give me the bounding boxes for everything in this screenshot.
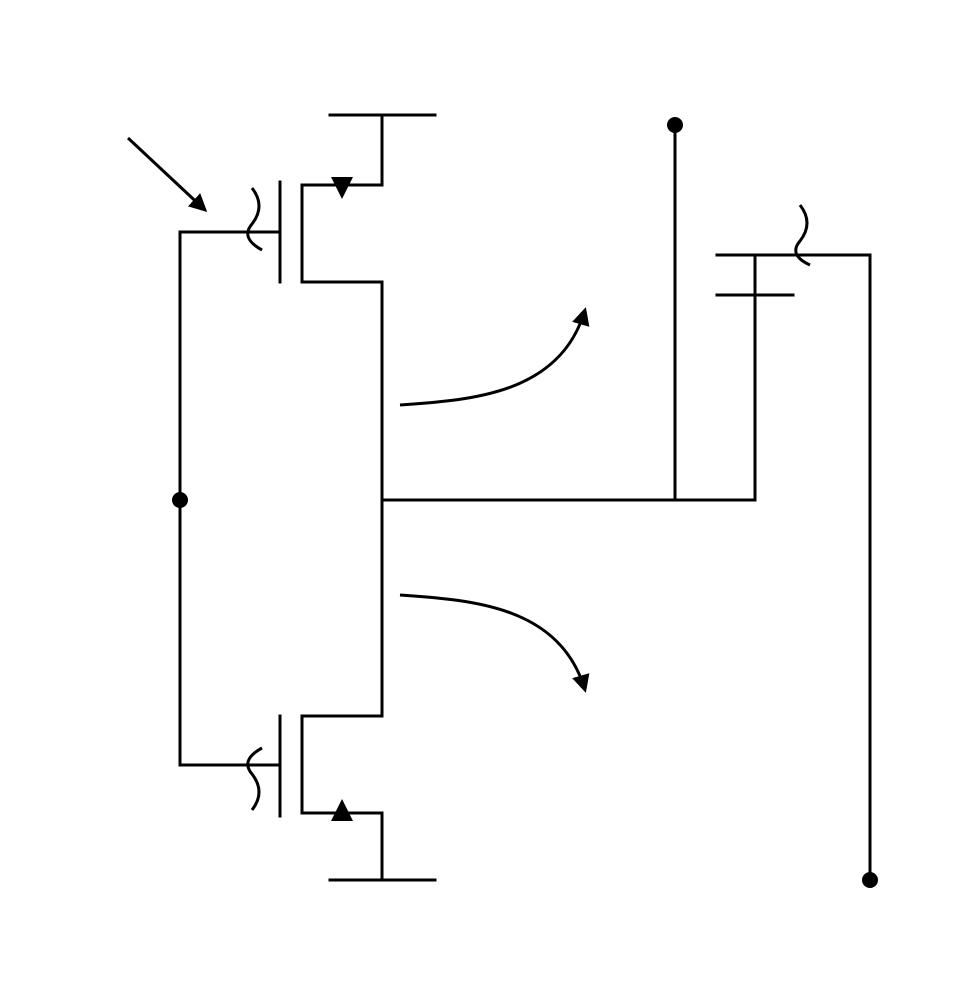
circuit-diagram <box>0 0 980 1000</box>
schematic-svg <box>0 0 980 1000</box>
